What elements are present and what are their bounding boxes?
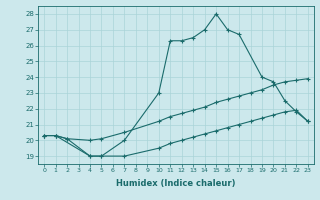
- X-axis label: Humidex (Indice chaleur): Humidex (Indice chaleur): [116, 179, 236, 188]
